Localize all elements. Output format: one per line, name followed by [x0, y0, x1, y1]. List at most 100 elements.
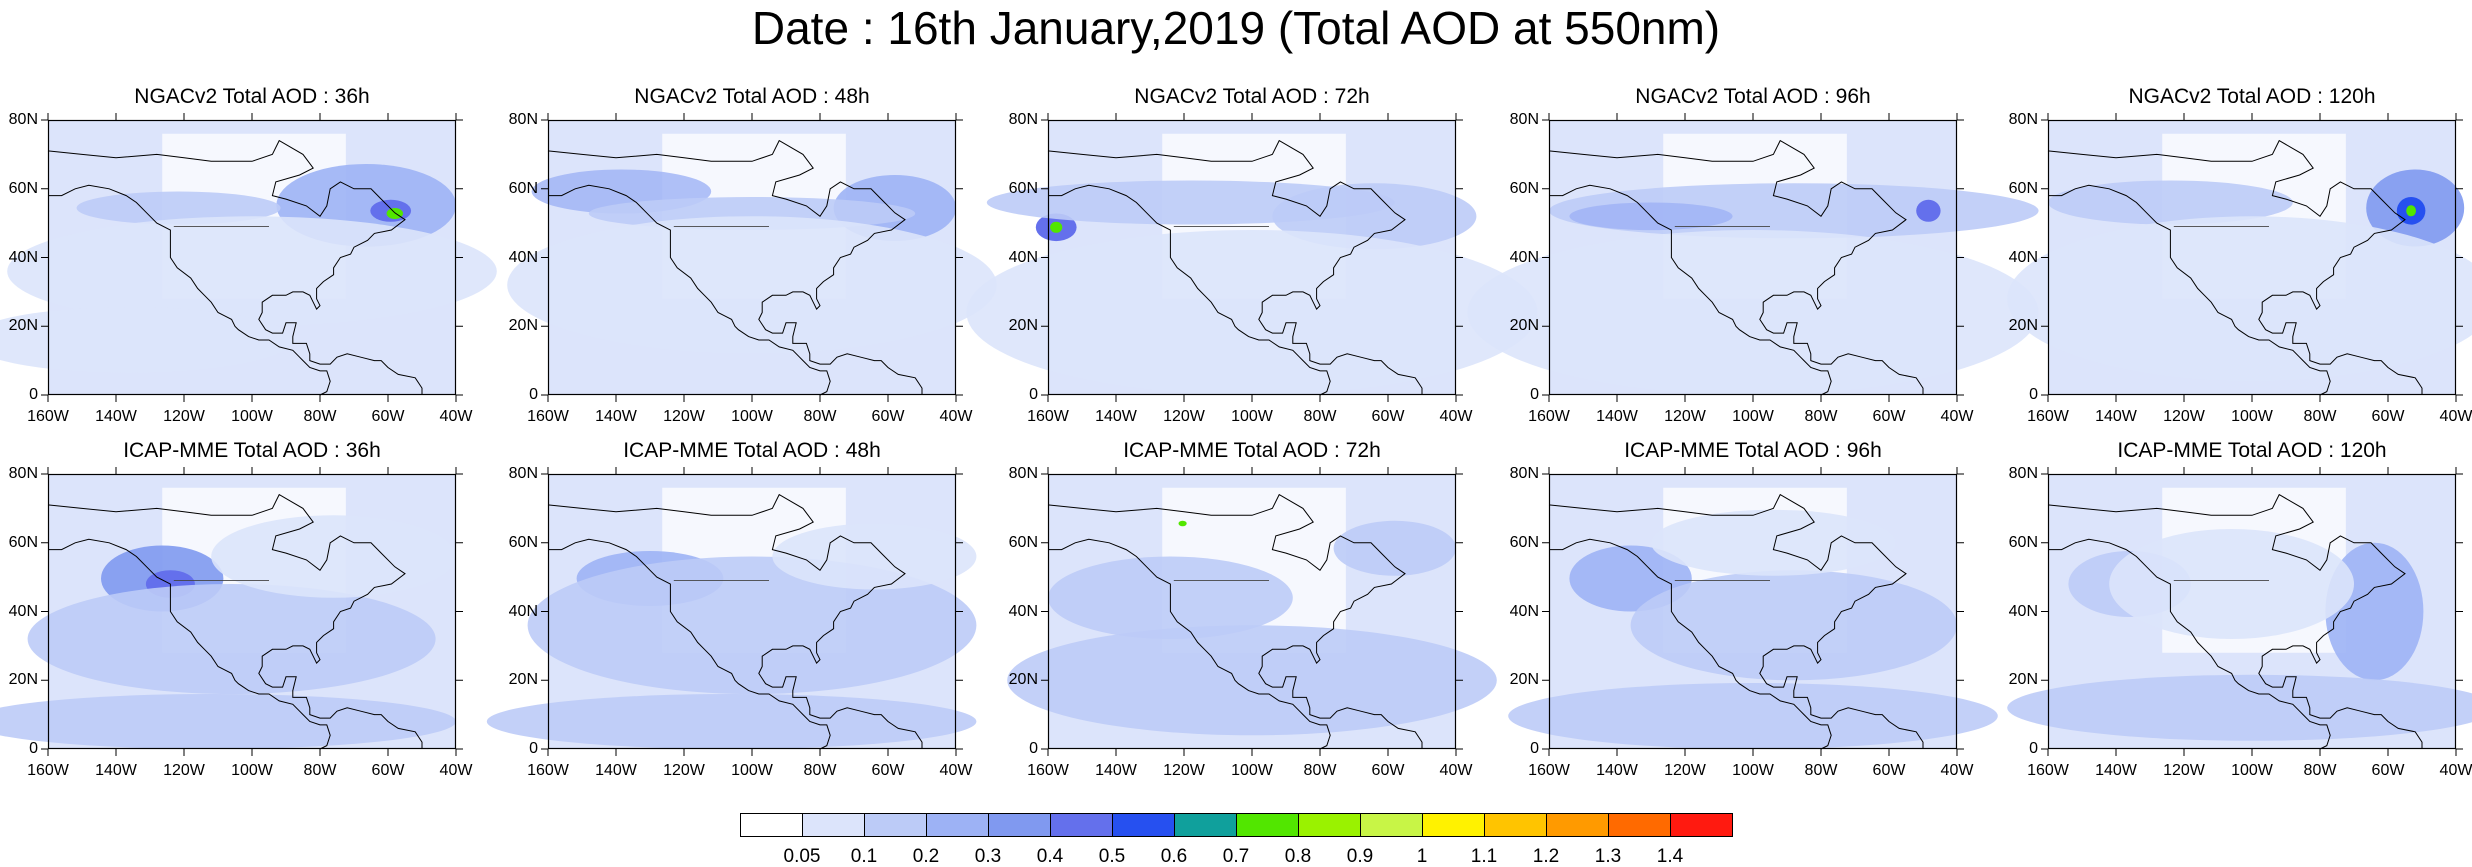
lon-tick-label: 60W	[871, 762, 905, 779]
aod-blob	[1467, 230, 2039, 395]
lon-tick-label: 140W	[95, 762, 137, 779]
aod-blob	[2007, 216, 2472, 382]
lon-tick-label: 120W	[163, 762, 205, 779]
lon-tick-label: 140W	[1596, 762, 1638, 779]
lon-tick-label: 60W	[1872, 408, 1906, 425]
aod-blob	[76, 191, 281, 225]
lat-tick-label: 80N	[508, 465, 538, 482]
aod-blob	[1333, 520, 1456, 576]
panel-title: ICAP-MME Total AOD : 96h	[1624, 439, 1882, 462]
colorbar-label: 0.6	[1160, 846, 1188, 867]
lon-tick-label: 100W	[731, 408, 773, 425]
lon-tick-label: 40W	[439, 408, 473, 425]
lon-tick-label: 80W	[1303, 762, 1337, 779]
lat-tick-label: 60N	[508, 179, 538, 197]
lon-tick-label: 120W	[1664, 408, 1706, 425]
lon-tick-label: 80W	[2303, 762, 2337, 779]
aod-blob	[1050, 221, 1063, 233]
lat-tick-label: 60N	[2008, 533, 2038, 551]
lat-tick-label: 20N	[508, 317, 538, 335]
lon-tick-label: 120W	[2163, 408, 2205, 425]
west-coastline	[48, 538, 331, 750]
colorbar-label: 0.5	[1098, 846, 1126, 867]
lat-tick-label: 20N	[2008, 671, 2038, 689]
aod-map	[507, 113, 997, 402]
lat-tick-label: 60N	[1008, 179, 1038, 197]
colorbar-swatch	[1422, 813, 1485, 837]
colorbar-label: 0.8	[1284, 846, 1312, 867]
lon-tick-label: 40W	[939, 762, 973, 779]
map-frame	[47, 119, 457, 396]
lon-tick-label: 120W	[163, 408, 205, 425]
page-title: Date : 16th January,2019 (Total AOD at 5…	[751, 2, 1721, 54]
aod-map	[1007, 467, 1497, 756]
aod-blob	[1508, 683, 1998, 749]
map-frame	[1548, 119, 1958, 396]
colorbar-swatch	[1112, 813, 1175, 837]
lon-tick-label: 80W	[303, 762, 337, 779]
aod-map	[2007, 467, 2472, 756]
map-frame	[47, 473, 457, 750]
lon-tick-label: 100W	[1231, 408, 1273, 425]
colorbar-label: 1	[1416, 846, 1428, 867]
panel-title: ICAP-MME Total AOD : 48h	[623, 439, 881, 462]
lon-tick-label: 140W	[595, 408, 637, 425]
colorbar-label: 1.1	[1470, 846, 1498, 867]
east-coastline	[47, 139, 423, 395]
map-panel: ICAP-MME Total AOD : 36h 80N 60N 40N 20N 0 160…	[0, 439, 472, 779]
lat-tick-label: 20N	[1008, 671, 1038, 689]
lon-tick-label: 120W	[663, 408, 705, 425]
map-panel: ICAP-MME Total AOD : 72h 80N 60N 40N 20N 0 160…	[1007, 439, 1497, 779]
lon-tick-label: 40W	[1439, 762, 1473, 779]
lon-tick-label: 80W	[1804, 762, 1838, 779]
lon-tick-label: 100W	[231, 408, 273, 425]
colorbar-label: 0.2	[912, 846, 940, 867]
aod-blob	[772, 523, 977, 590]
lon-tick-label: 160W	[2027, 408, 2069, 425]
lon-tick-label: 160W	[1528, 762, 1570, 779]
aod-map	[0, 113, 497, 402]
lat-tick-label: 0	[1029, 740, 1038, 757]
lat-tick-label: 0	[529, 740, 538, 757]
lat-tick-label: 60N	[2008, 179, 2038, 197]
aod-blob	[1007, 625, 1497, 736]
lon-tick-label: 80W	[803, 762, 837, 779]
lon-tick-label: 60W	[2371, 762, 2405, 779]
lat-tick-label: 20N	[8, 317, 38, 335]
colorbar-swatch	[1670, 813, 1733, 837]
lon-tick-label: 160W	[27, 408, 69, 425]
panel-title: ICAP-MME Total AOD : 120h	[2117, 439, 2387, 462]
lat-tick-label: 40N	[1509, 248, 1539, 266]
lat-tick-label: 60N	[1509, 179, 1539, 197]
east-coastline	[547, 139, 923, 395]
west-coastline	[548, 538, 831, 750]
colorbar-label: 0.9	[1346, 846, 1374, 867]
aod-blob	[507, 216, 997, 354]
lat-tick-label: 40N	[508, 602, 538, 620]
colorbar-swatch	[802, 813, 865, 837]
lat-tick-label: 0	[1530, 386, 1539, 403]
lat-tick-label: 0	[2029, 740, 2038, 757]
west-coastline	[1549, 538, 1832, 750]
lon-tick-label: 60W	[1371, 762, 1405, 779]
lat-tick-label: 20N	[508, 671, 538, 689]
lon-tick-label: 100W	[2231, 408, 2273, 425]
lat-tick-label: 20N	[2008, 317, 2038, 335]
map-frame	[2047, 119, 2457, 396]
lat-tick-label: 20N	[1509, 671, 1539, 689]
lat-tick-label: 60N	[1509, 533, 1539, 551]
colorbar-swatch	[988, 813, 1051, 837]
map-panel: NGACv2 Total AOD : 72h 80N 60N 40N 20N 0 160W 1…	[966, 85, 1538, 425]
east-coastline	[1548, 493, 1924, 749]
lon-tick-label: 100W	[1231, 762, 1273, 779]
aod-blob	[486, 694, 977, 749]
panel-title: NGACv2 Total AOD : 96h	[1635, 85, 1871, 108]
panel-title: NGACv2 Total AOD : 36h	[134, 85, 370, 108]
east-coastline	[2047, 139, 2423, 395]
lon-tick-label: 160W	[1027, 762, 1069, 779]
colorbar-swatch	[1608, 813, 1671, 837]
lon-tick-label: 40W	[1940, 408, 1974, 425]
lon-tick-label: 80W	[803, 408, 837, 425]
lon-tick-label: 100W	[2231, 762, 2273, 779]
lat-tick-label: 80N	[1008, 111, 1038, 128]
